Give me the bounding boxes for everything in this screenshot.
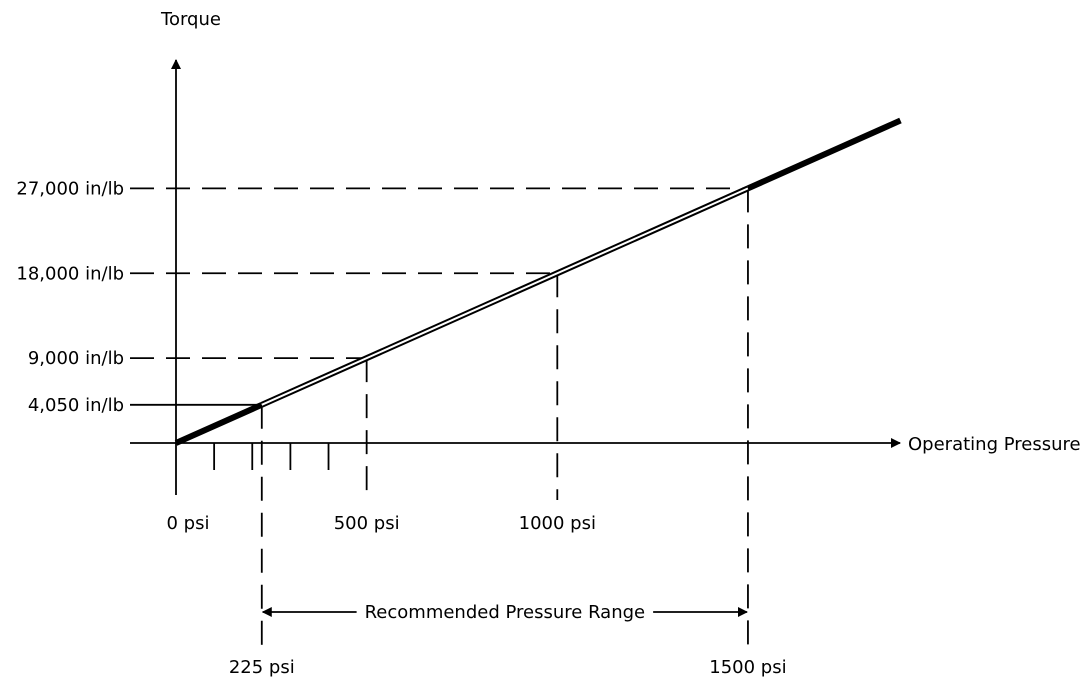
series-range-segment-inner [261,187,749,406]
x-axis-label: Operating Pressure [908,434,1081,455]
y-tick-label-1: 9,000 in/lb [28,348,124,369]
x-tick-label-0: 0 psi [167,513,210,534]
range-label: Recommended Pressure Range [365,602,646,623]
y-tick-label-3: 27,000 in/lb [16,178,124,199]
range-from-label: 225 psi [229,657,295,678]
series-low-segment [174,402,264,446]
series-high-segment [746,117,902,192]
y-axis-label: Torque [160,9,221,30]
y-tick-label-0: 4,050 in/lb [28,395,124,416]
x-tick-label-2: 1000 psi [519,513,596,534]
y-tick-label-2: 18,000 in/lb [16,263,124,284]
x-tick-label-1: 500 psi [334,513,400,534]
range-to-label: 1500 psi [709,657,786,678]
